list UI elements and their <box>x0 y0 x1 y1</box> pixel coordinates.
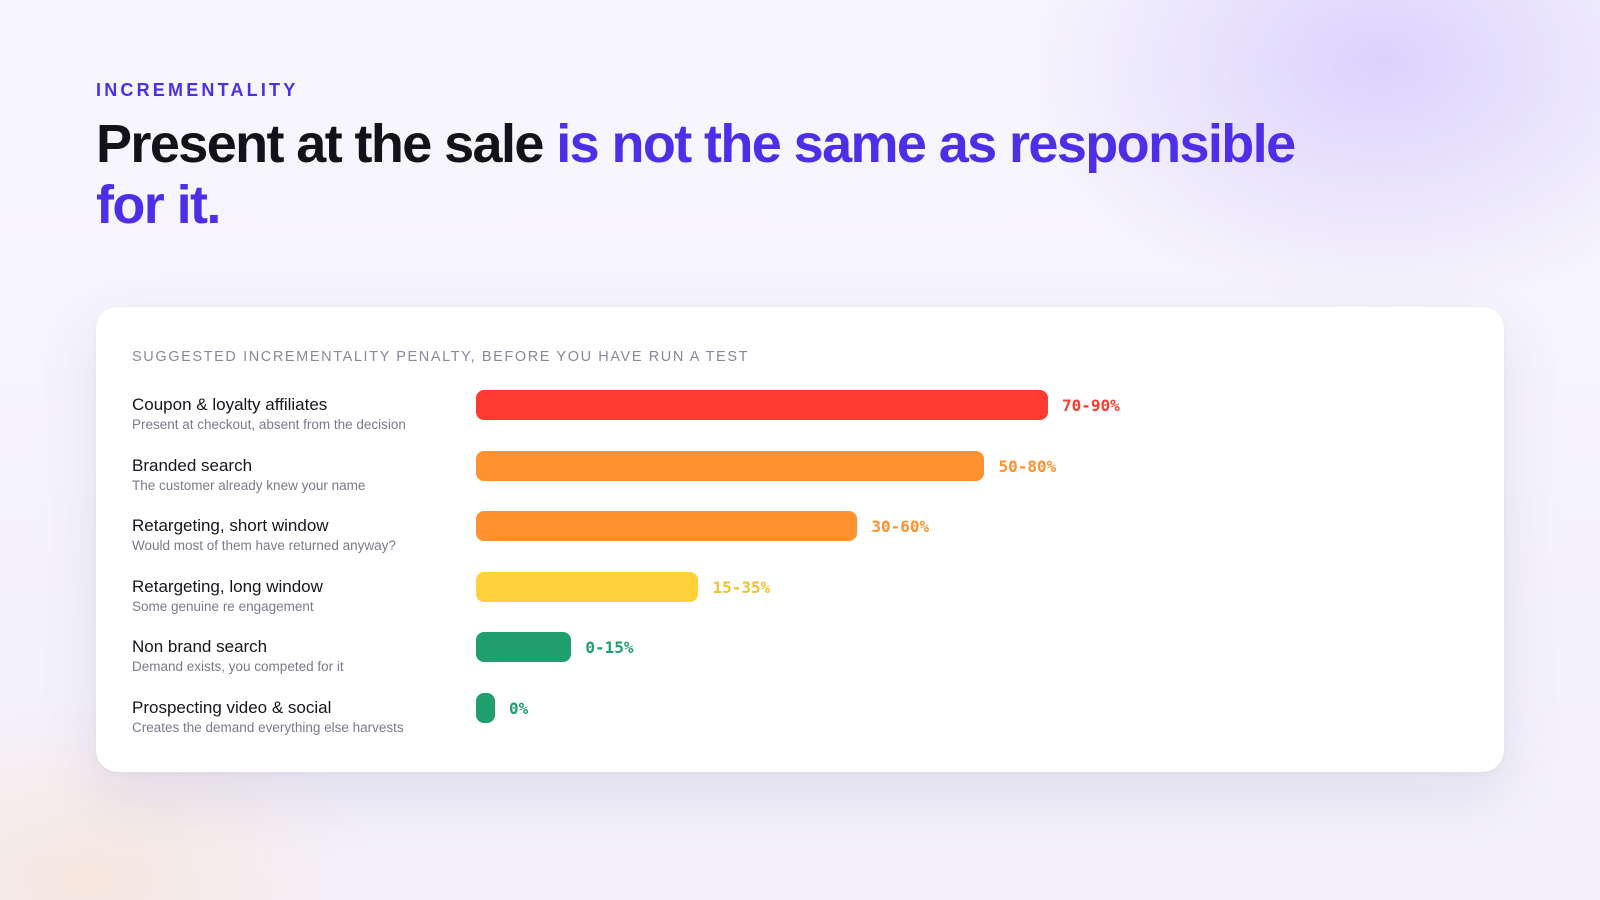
category-description: Present at checkout, absent from the dec… <box>132 417 406 432</box>
chart-row: Prospecting video & social Creates the de… <box>96 692 1504 758</box>
page-title: Present at the sale is not the same as r… <box>96 114 1336 236</box>
bar <box>476 632 572 662</box>
category-description: Creates the demand everything else harve… <box>132 719 404 735</box>
chart-row: Non brand search Demand exists, you compe… <box>96 632 1504 697</box>
category-label: Prospecting video & social <box>132 697 332 717</box>
bar <box>476 390 1048 420</box>
headline-accent: is not the same as responsible for it. <box>96 114 1296 235</box>
headline-dark: Present at the sale <box>96 114 557 174</box>
category-description: Some genuine re engagement <box>132 598 314 614</box>
chart-row: Coupon & loyalty affiliates Present at ch… <box>96 390 1504 455</box>
category-label: Coupon & loyalty affiliates <box>132 395 328 414</box>
value-label: 30-60% <box>871 517 930 536</box>
value-label: 70-90% <box>1062 396 1120 415</box>
bar <box>476 571 699 602</box>
category-label: Retargeting, short window <box>132 516 329 535</box>
chart-card: SUGGESTED INCREMENTALITY PENALTY, BEFORE… <box>96 307 1504 772</box>
eyebrow-label: INCREMENTALITY <box>96 80 299 100</box>
category-description: The customer already knew your name <box>132 477 366 493</box>
category-label: Non brand search <box>132 637 268 656</box>
value-label: 0-15% <box>585 638 634 657</box>
category-label: Branded search <box>132 455 253 475</box>
chart-title: SUGGESTED INCREMENTALITY PENALTY, BEFORE… <box>132 349 750 365</box>
value-label: 50-80% <box>998 456 1057 476</box>
category-description: Would most of them have returned anyway? <box>132 538 396 553</box>
chart-row: Retargeting, short window Would most of t… <box>96 511 1504 576</box>
chart-row: Retargeting, long window Some genuine re … <box>96 571 1504 637</box>
chart-row: Branded search The customer already knew … <box>96 450 1504 516</box>
category-description: Demand exists, you competed for it <box>132 659 344 674</box>
bar <box>476 692 495 723</box>
category-label: Retargeting, long window <box>132 576 323 596</box>
bar <box>476 511 858 541</box>
value-label: 15-35% <box>712 577 771 597</box>
bar <box>476 450 985 481</box>
value-label: 0% <box>509 698 529 718</box>
chart-rows: Coupon & loyalty affiliates Present at ch… <box>96 307 1504 772</box>
